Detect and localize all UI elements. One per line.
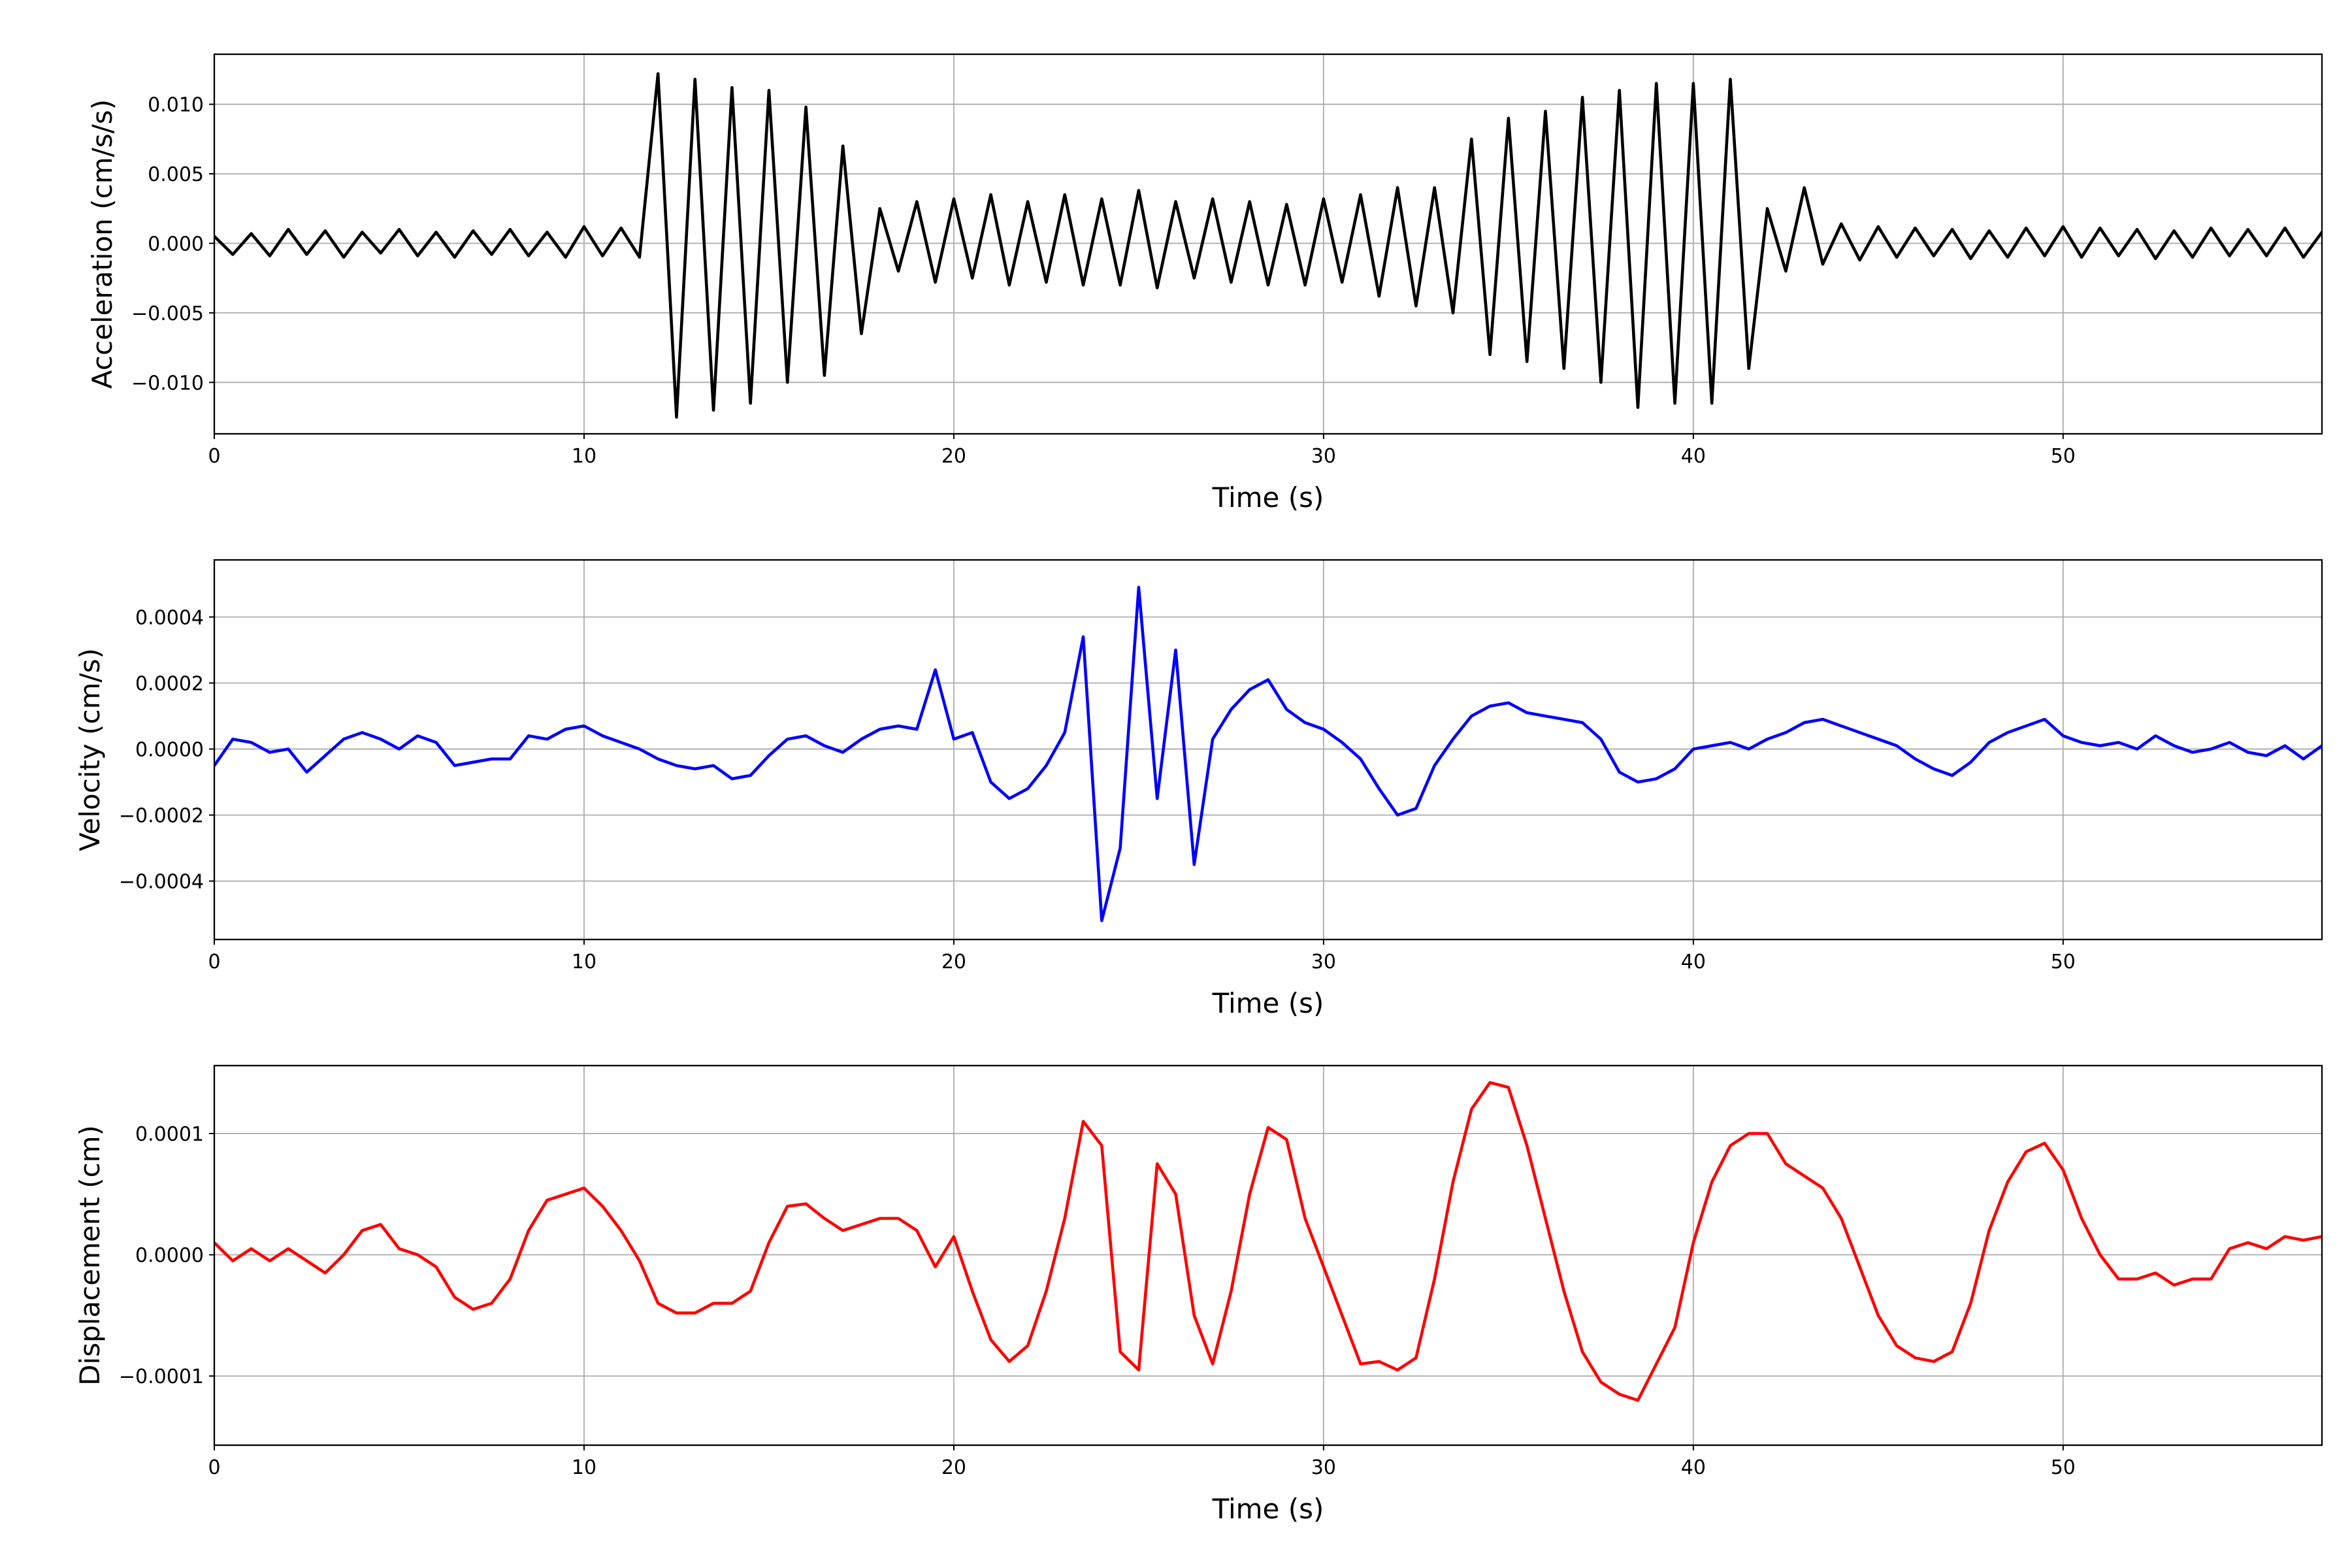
y-tick-label: 0.0000 [135, 738, 204, 761]
data-line [214, 1081, 2322, 1402]
x-tick-label: 40 [1681, 445, 1706, 468]
y-tick-label: 0.000 [148, 233, 204, 255]
y-tick-label: −0.0001 [119, 1365, 204, 1388]
data-line [214, 585, 2322, 923]
y-tick-label: −0.0004 [119, 871, 204, 894]
axes: 0 10 20 30 40 50 −0.010 −0.005 0.000 0.005 0.010 Ti… [86, 53, 2323, 514]
plot-area [214, 585, 2322, 923]
x-tick-label: 50 [2051, 1456, 2076, 1479]
x-tick-label: 10 [572, 1456, 596, 1479]
y-tick-label: 0.010 [148, 94, 204, 117]
y-tick-label: 0.005 [148, 163, 204, 186]
x-tick-label: 50 [2051, 951, 2076, 973]
x-tick-label: 0 [208, 445, 220, 468]
y-tick-label: −0.0002 [119, 805, 204, 828]
x-axis-label: Time (s) [1212, 1493, 1324, 1525]
x-tick-label: 10 [572, 445, 596, 468]
x-tick-label: 30 [1311, 1456, 1336, 1479]
axes: 0 10 20 30 40 50 −0.0004 −0.0002 0.0000 0.0002 0.0… [74, 559, 2323, 1019]
x-tick-label: 50 [2051, 445, 2076, 468]
y-axis-label: Velocity (cm/s) [74, 648, 106, 851]
x-tick-label: 40 [1681, 1456, 1706, 1479]
x-tick-label: 40 [1681, 951, 1706, 973]
y-tick-label: 0.0004 [135, 606, 204, 629]
x-tick-label: 0 [208, 1456, 220, 1479]
y-tick-label: 0.0002 [135, 672, 204, 695]
x-tick-label: 10 [572, 951, 596, 973]
plot-area [214, 1081, 2322, 1402]
y-tick-label: 0.0001 [135, 1123, 204, 1146]
y-axis-label: Displacement (cm) [74, 1125, 106, 1386]
x-tick-label: 30 [1311, 951, 1336, 973]
axes-frame [213, 53, 2323, 435]
x-axis-label: Time (s) [1212, 987, 1324, 1019]
x-tick-label: 0 [208, 951, 220, 973]
y-tick-label: −0.005 [131, 302, 204, 325]
x-axis-label: Time (s) [1212, 482, 1324, 514]
axes: 0 10 20 30 40 50 −0.0001 0.0000 0.0001 Time (s) Di… [74, 1064, 2323, 1525]
y-tick-label: 0.0000 [135, 1245, 204, 1267]
x-tick-label: 30 [1311, 445, 1336, 468]
plot-area [214, 72, 2322, 419]
x-tick-label: 20 [941, 1456, 966, 1479]
data-line [214, 72, 2322, 419]
x-tick-label: 20 [941, 951, 966, 973]
axes-frame [213, 559, 2323, 941]
y-tick-label: −0.010 [131, 372, 204, 395]
x-tick-label: 20 [941, 445, 966, 468]
y-axis-label: Acceleration (cm/s/s) [86, 99, 118, 389]
